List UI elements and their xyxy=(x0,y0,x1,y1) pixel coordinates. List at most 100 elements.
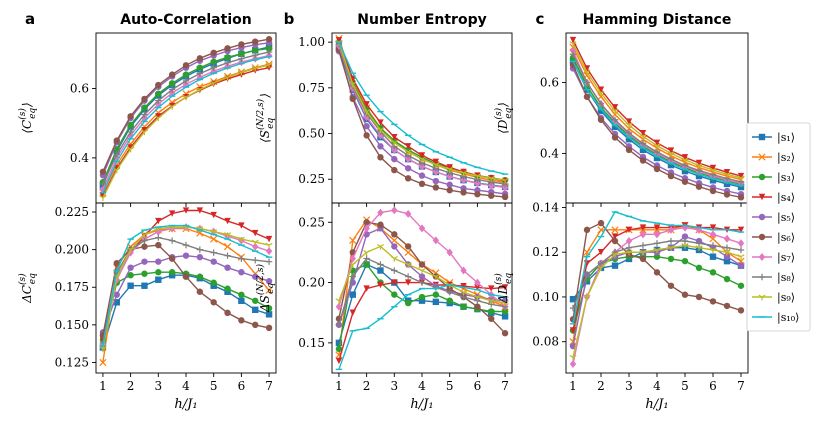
data-point-s9 xyxy=(210,80,218,87)
data-point-s5 xyxy=(224,264,231,271)
data-point-s9 xyxy=(653,143,661,149)
legend-marker xyxy=(758,153,766,161)
data-point-s6 xyxy=(583,93,591,100)
data-point-s8 xyxy=(335,321,343,328)
data-point-s8 xyxy=(377,261,384,268)
data-point-s9 xyxy=(667,245,675,251)
data-point-s6 xyxy=(391,231,398,238)
data-point-s2 xyxy=(265,286,273,294)
data-point-s7 xyxy=(182,80,190,89)
data-point-s6 xyxy=(488,315,495,322)
data-point-s4 xyxy=(597,249,605,256)
x-tick-label: 6 xyxy=(474,379,482,393)
data-point-s1 xyxy=(141,282,148,289)
data-point-s8 xyxy=(404,273,412,280)
data-point-s9 xyxy=(709,167,717,174)
data-point-s4 xyxy=(168,210,176,217)
data-point-s4 xyxy=(377,281,384,289)
data-point-s4 xyxy=(335,37,343,44)
data-point-s8 xyxy=(597,100,605,108)
data-point-s5 xyxy=(363,123,370,130)
data-point-s1 xyxy=(418,297,426,304)
x-tick-label: 1 xyxy=(569,379,577,393)
data-point-s3 xyxy=(141,104,148,111)
data-point-s8 xyxy=(639,242,647,249)
data-point-s6 xyxy=(99,168,107,175)
data-point-s4 xyxy=(446,164,453,171)
data-point-s4 xyxy=(474,284,481,291)
data-point-s6 xyxy=(474,303,481,310)
data-point-s8 xyxy=(224,252,231,259)
y-tick-label: 0.25 xyxy=(298,172,325,186)
data-point-s9 xyxy=(127,146,135,153)
data-point-s8 xyxy=(127,128,134,136)
data-point-s8 xyxy=(653,148,661,156)
data-point-s9 xyxy=(418,268,426,274)
data-point-s6 xyxy=(363,219,370,226)
data-point-s4 xyxy=(363,101,370,108)
data-point-s3 xyxy=(391,291,398,298)
data-point-s6 xyxy=(210,299,217,306)
data-point-s9 xyxy=(154,115,162,122)
data-point-s9 xyxy=(569,354,577,361)
data-point-s6 xyxy=(653,165,661,173)
data-point-s4 xyxy=(432,158,440,166)
data-point-s4 xyxy=(210,211,217,219)
legend-marker xyxy=(758,173,766,181)
data-point-s4 xyxy=(127,144,134,151)
legend-label: |s₂⟩ xyxy=(777,151,795,165)
panel-c-bottom: 0.08 0.10 0.12 0.14 1 2 3 4 5 6 7 h/J₁ ΔD(s)eq xyxy=(493,200,749,412)
data-point-s8 xyxy=(583,79,591,86)
x-axis-label: h/J₁ xyxy=(174,397,197,412)
data-point-s5 xyxy=(127,264,134,271)
data-point-s6 xyxy=(113,137,120,144)
y-tick-label: 0.08 xyxy=(532,335,559,349)
y-tick-label: 1.00 xyxy=(298,35,325,49)
data-point-s7 xyxy=(501,183,509,192)
data-point-s8 xyxy=(99,180,107,188)
data-point-s8 xyxy=(252,256,259,264)
data-point-s6 xyxy=(709,187,717,195)
data-point-s3 xyxy=(141,270,148,277)
data-point-s3 xyxy=(709,269,717,276)
data-point-s6 xyxy=(583,226,591,234)
data-point-s8 xyxy=(141,237,148,244)
data-point-s6 xyxy=(141,95,148,103)
y-axis-label: ΔC(s)eq xyxy=(17,273,38,304)
data-point-s6 xyxy=(377,154,384,161)
data-point-s4 xyxy=(182,207,190,214)
data-point-s6 xyxy=(667,282,675,289)
data-point-s9 xyxy=(390,256,398,262)
data-point-s6 xyxy=(238,41,245,48)
data-point-s6 xyxy=(611,134,619,141)
data-point-s3 xyxy=(432,291,440,298)
data-point-s3 xyxy=(252,297,259,304)
legend-marker xyxy=(758,213,766,221)
data-point-s1 xyxy=(639,146,647,154)
x-tick-label: 1 xyxy=(335,379,343,393)
data-point-s8 xyxy=(667,155,675,163)
data-point-s3 xyxy=(168,269,176,276)
legend-marker xyxy=(758,193,766,201)
data-point-s3 xyxy=(667,255,675,263)
data-point-s9 xyxy=(639,249,647,256)
data-point-s7 xyxy=(391,206,398,215)
data-point-s1 xyxy=(127,282,134,289)
data-point-s9 xyxy=(99,195,107,201)
data-point-s8 xyxy=(182,241,190,249)
x-tick-label: 4 xyxy=(182,379,190,393)
data-point-s6 xyxy=(155,81,162,89)
panel-c-top: Hamming Distance c 0.4 0.6 ⟨D(s)eq⟩ xyxy=(493,10,749,207)
data-point-s4 xyxy=(723,168,731,176)
x-tick-label: 1 xyxy=(99,379,107,393)
data-point-s4 xyxy=(349,309,356,316)
data-point-s4 xyxy=(488,285,495,292)
data-point-s8 xyxy=(583,271,591,278)
data-point-s6 xyxy=(625,146,633,154)
axes-frame xyxy=(95,32,277,204)
data-point-s3 xyxy=(737,282,745,289)
legend-item-s6: |s₆⟩ xyxy=(752,231,795,245)
x-axis-label: h/J₁ xyxy=(645,397,668,412)
legend-label: |s₅⟩ xyxy=(777,211,795,225)
data-point-s4 xyxy=(597,86,605,93)
